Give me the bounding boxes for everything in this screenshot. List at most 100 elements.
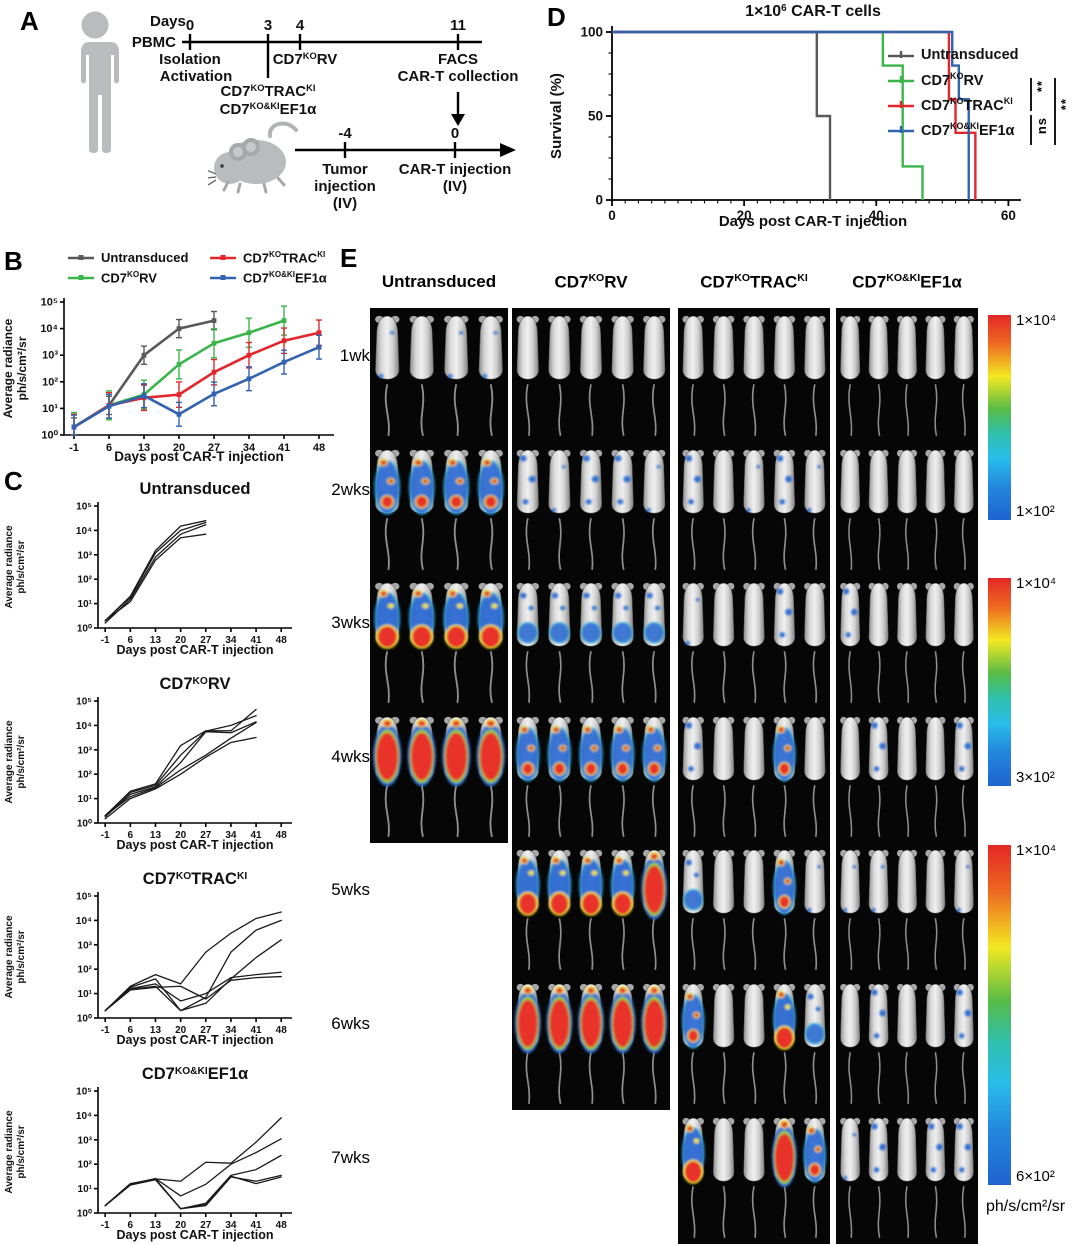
y-tick: 10² (78, 575, 93, 586)
x-tick: 48 (276, 635, 288, 646)
colorbar-3 (988, 845, 1011, 1185)
x-tick: 41 (251, 1220, 263, 1231)
colorbar-1-min: 1×10² (1016, 503, 1055, 520)
survival-curve-0 (612, 30, 832, 200)
tumor-injection-label: injection (314, 178, 376, 195)
colorbar-1 (988, 315, 1011, 520)
panel-b-label: B (4, 246, 23, 276)
legend-item: CD7KORV (68, 270, 200, 286)
series-2 (104, 939, 282, 1012)
axes (94, 697, 292, 827)
x-tick: 48 (276, 830, 288, 841)
imaging-cell (678, 442, 830, 576)
cart-injection-label: CAR-T injection (399, 161, 512, 178)
sig-label-outer: ** (1058, 98, 1073, 111)
imaging-cell (370, 308, 508, 442)
y-tick: 10⁵ (76, 1087, 92, 1098)
colorbar-3-min: 6×10² (1016, 1168, 1055, 1185)
imaging-row-label: 7wks (331, 1148, 370, 1167)
x-tick: 13 (138, 442, 150, 454)
timeline1-day: 11 (450, 17, 466, 34)
y-axis-label: ph/s/cm²/sr (15, 336, 29, 400)
legend-marker-icon (68, 274, 94, 280)
series-3 (104, 1174, 282, 1210)
cd7kokief1a-label: CD7KO&KIEF1α (220, 101, 317, 118)
imaging-cell (678, 575, 830, 709)
survival-chart: 0 20 40 60 0 50 100 1×106 CAR-T cells Days post … (548, 3, 1021, 230)
tumor-injection-label: Tumor (322, 161, 368, 178)
y-tick: 10⁴ (76, 721, 92, 732)
imaging-cell (836, 709, 978, 843)
x-tick: 20 (175, 830, 187, 841)
x-axis-label: Days post CAR-T injection (117, 1228, 274, 1242)
x-tick: 41 (251, 830, 263, 841)
sig-label-inner-top: ** (1034, 80, 1049, 93)
x-tick: 34 (225, 635, 237, 646)
x-tick: 27 (200, 830, 212, 841)
mouse-icon (208, 121, 298, 194)
mouse-bioluminescence-image (682, 315, 826, 436)
x-tick: 13 (150, 830, 162, 841)
human-icon (79, 11, 119, 153)
series-3 (104, 533, 207, 622)
colorbar-2 (988, 578, 1011, 786)
x-tick: -1 (101, 635, 110, 646)
tumor-injection-label: (IV) (333, 195, 357, 212)
series-4 (104, 975, 282, 1012)
imaging-cell (512, 575, 670, 709)
legend-label: CD7KOTRACKI (243, 250, 326, 266)
legend-marker-icon (68, 254, 94, 260)
mouse-bioluminescence-image (516, 449, 666, 570)
tumor-burden-legend: Untransduced CD7KOTRACKI CD7KORV CD7KO&KIEF… (68, 250, 380, 286)
legend-label: CD7KORV (101, 270, 157, 286)
y-tick: 10⁰ (77, 1209, 92, 1220)
panel-e-label: E (340, 243, 358, 273)
x-axis-label: Days post CAR-T injection (117, 643, 274, 657)
x-tick: 20 (737, 208, 752, 223)
imaging-cell (836, 1110, 978, 1244)
survival-curve-3 (612, 30, 970, 200)
series-0 (104, 911, 282, 1012)
panel-a-label: A (20, 6, 39, 36)
x-tick: 27 (208, 442, 220, 454)
x-tick: 27 (200, 1025, 212, 1036)
down-arrow-icon (451, 114, 465, 126)
isolation-label: Isolation (159, 51, 221, 68)
x-tick: 27 (200, 1220, 212, 1231)
mouse-bioluminescence-image (840, 983, 974, 1104)
y-axis-label: ph/s/cm²/sr (16, 735, 27, 788)
imaging-column-header: CD7KORV (554, 272, 628, 292)
imaging-cell (678, 709, 830, 843)
x-axis-label: Days post CAR-T injection (114, 449, 284, 464)
x-axis-label: Days post CAR-T injection (117, 838, 274, 852)
legend-label: Untransduced (921, 46, 1019, 63)
axes (94, 892, 292, 1022)
mouse-bioluminescence-image (682, 582, 826, 703)
imaging-row-label: 3wks (331, 613, 370, 632)
y-tick: 10² (42, 376, 58, 388)
x-tick: 27 (200, 635, 212, 646)
chart-title: 1×106 CAR-T cells (745, 3, 881, 21)
axes (606, 26, 1021, 206)
x-tick: 48 (276, 1025, 288, 1036)
x-tick: -1 (69, 442, 79, 454)
y-tick: 10⁵ (76, 697, 92, 708)
series-2 (104, 524, 207, 624)
cart-collection-label: CAR-T collection (398, 68, 519, 85)
series-0 (104, 708, 257, 817)
mouse-bioluminescence-image (840, 582, 974, 703)
x-tick: 20 (173, 442, 185, 454)
x-tick: 6 (128, 1025, 134, 1036)
cd7kotrac-label: CD7KOTRACKI (221, 83, 316, 100)
axes (94, 1087, 292, 1217)
timeline2-day: -4 (338, 125, 352, 142)
series-1 (104, 715, 257, 817)
legend-marker-icon (888, 75, 914, 83)
survival-curve-1 (612, 30, 924, 200)
mouse-bioluminescence-image (514, 983, 668, 1104)
y-axis-label: ph/s/cm²/sr (16, 1125, 27, 1178)
x-tick: 41 (251, 635, 263, 646)
survival-legend: Untransduced CD7KORV CD7KOTRACKI CD7KO&KIEF… (888, 42, 1019, 142)
mouse-bioluminescence-image (516, 716, 666, 837)
colorbar-2-min: 3×10² (1016, 769, 1055, 786)
